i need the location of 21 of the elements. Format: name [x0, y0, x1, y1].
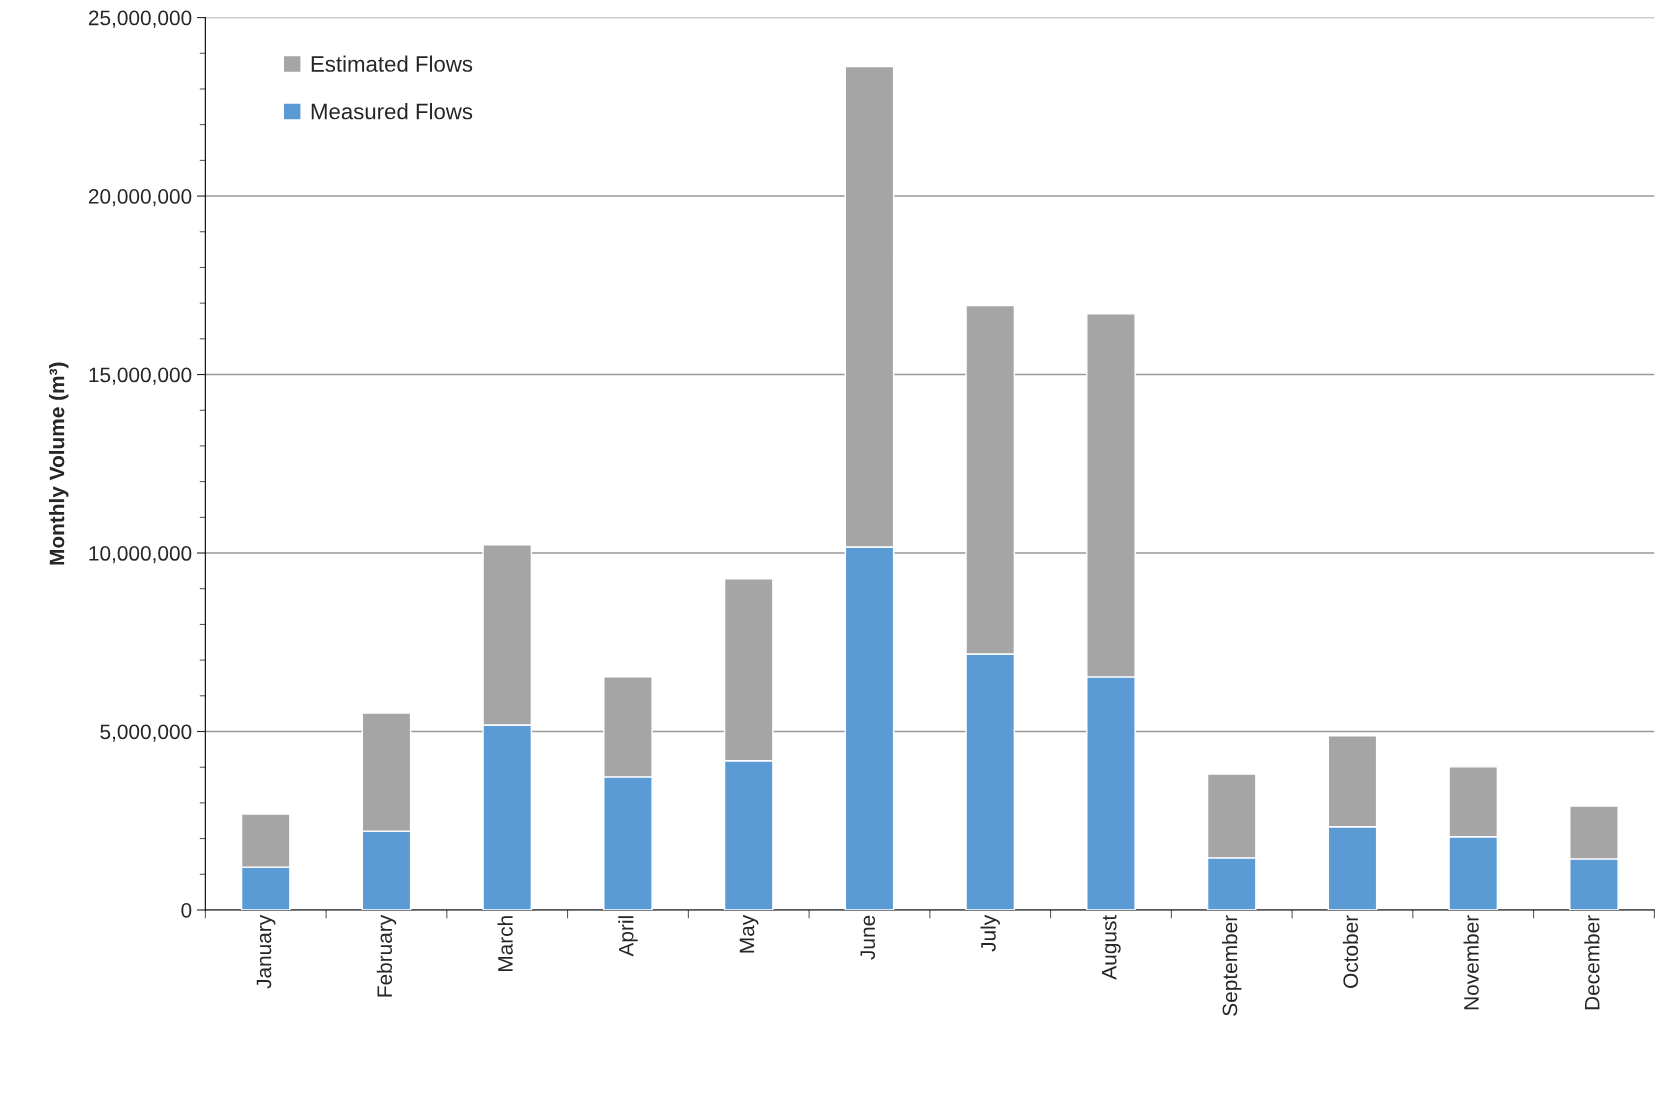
y-axis-title: Monthly Volume (m³) [49, 362, 69, 565]
x-tick-label: December [1584, 915, 1600, 1010]
x-tick-label: May [739, 914, 759, 953]
y-tick-label: 0 [181, 902, 192, 918]
y-tick-label: 15,000,000 [89, 367, 192, 385]
x-tick-label: September [1222, 915, 1242, 1016]
y-tick-label: 5,000,000 [100, 724, 192, 742]
x-tick-label: January [256, 914, 276, 989]
x-tick-label: February [376, 914, 397, 997]
x-tick-label: April [618, 916, 638, 957]
y-tick-label: 10,000,000 [89, 546, 192, 564]
x-tick-label: July [980, 914, 1000, 952]
x-tick-label: June [860, 915, 876, 960]
x-tick-label: October [1342, 915, 1359, 988]
y-tick-label: 20,000,000 [88, 189, 192, 207]
y-tick-label: 25,000,000 [88, 10, 192, 28]
x-tick-label: November [1463, 915, 1479, 1010]
x-tick-label: March [497, 916, 513, 971]
legend-label: Estimated Flows [311, 55, 473, 72]
x-tick-label: August [1102, 914, 1121, 980]
legend-label: Measured Flows [311, 103, 473, 120]
